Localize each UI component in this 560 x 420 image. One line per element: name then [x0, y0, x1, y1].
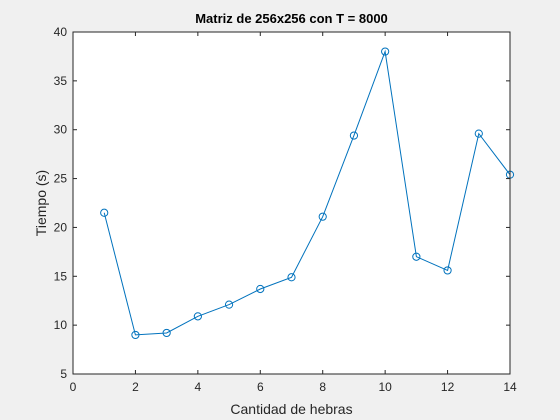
x-tick-label: 10 — [378, 380, 392, 394]
x-tick-label: 6 — [257, 380, 264, 394]
x-tick-label: 8 — [319, 380, 326, 394]
y-tick-label: 25 — [54, 172, 68, 186]
data-point-marker — [162, 328, 171, 338]
data-point-marker — [381, 47, 390, 56]
x-tick-label: 0 — [70, 380, 77, 394]
x-axis-label: Cantidad de hebras — [230, 401, 352, 417]
ticks-layer: 0 2 4 6 8 10 12 14 5 10 15 20 25 30 35 40 — [54, 25, 517, 394]
data-point-marker — [443, 266, 452, 275]
y-tick-label: 30 — [54, 123, 68, 137]
y-tick-label: 35 — [54, 74, 68, 88]
plot-layer — [100, 47, 515, 340]
x-tick-label: 4 — [195, 380, 202, 394]
data-point-marker — [287, 273, 296, 282]
series-line — [103, 49, 511, 336]
data-point-marker — [474, 129, 483, 138]
y-tick-label: 20 — [54, 220, 68, 234]
x-tick-label: 2 — [132, 380, 139, 394]
y-axis-label: Tiempo (s) — [33, 170, 49, 236]
data-point-marker — [193, 312, 202, 321]
plot-area — [73, 32, 510, 374]
y-tick-label: 15 — [54, 269, 68, 283]
x-tick-label: 12 — [441, 380, 455, 394]
y-tick-label: 10 — [54, 318, 68, 332]
data-point-marker — [412, 252, 421, 261]
x-tick-label: 14 — [503, 380, 517, 394]
data-point-marker — [224, 300, 234, 309]
chart-title: Matriz de 256x256 con T = 8000 — [195, 11, 388, 26]
axes-box — [72, 31, 511, 375]
data-point-marker — [256, 284, 265, 294]
data-point-marker — [100, 208, 109, 217]
y-tick-label: 5 — [60, 367, 67, 381]
data-point-marker — [131, 330, 140, 340]
data-point-marker — [318, 212, 327, 221]
data-point-marker — [349, 131, 359, 140]
y-tick-label: 40 — [54, 25, 68, 39]
